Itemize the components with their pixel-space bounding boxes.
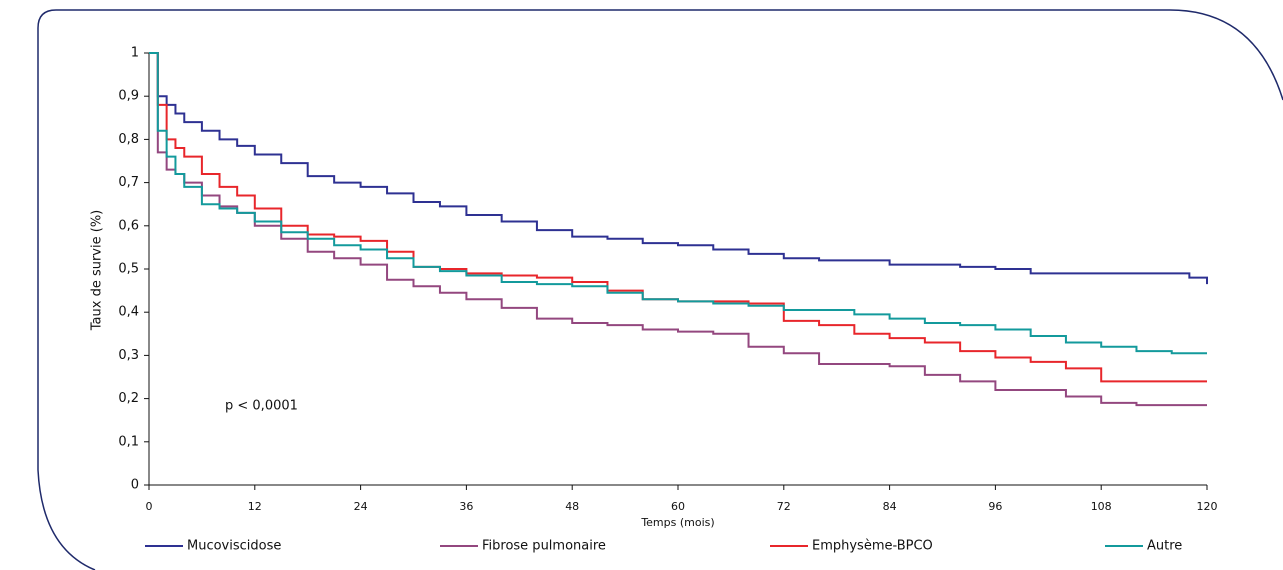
x-tick-label: 48	[565, 500, 579, 513]
annotation: p < 0,0001	[225, 399, 298, 414]
y-tick-label: 0,8	[118, 132, 139, 147]
y-tick-label: 1	[131, 46, 139, 61]
legend-label: Autre	[1147, 539, 1182, 554]
y-axis-label: Taux de survie (%)	[90, 210, 105, 332]
survival-curve	[149, 52, 1207, 383]
frame	[37, 9, 1283, 570]
survival-curve	[149, 52, 1208, 285]
x-tick-label: 84	[883, 500, 897, 513]
y-tick-label: 0,4	[118, 305, 139, 320]
y-tick-label: 0	[131, 478, 139, 493]
y-tick-label: 0,9	[118, 89, 139, 104]
legend-label: Emphysème-BPCO	[812, 539, 933, 554]
y-tick-label: 0,2	[118, 391, 139, 406]
x-tick-label: 24	[354, 500, 368, 513]
x-tick-label: 12	[248, 500, 262, 513]
y-tick-label: 0,3	[118, 348, 139, 363]
y-tick-label: 0,7	[118, 175, 139, 190]
y-tick-label: 0,5	[118, 262, 139, 277]
y-tick-label: 0,1	[118, 434, 139, 449]
x-tick-label: 0	[146, 500, 153, 513]
legend-label: Mucoviscidose	[187, 539, 281, 554]
legend-label: Fibrose pulmonaire	[482, 539, 606, 554]
x-tick-label: 60	[671, 500, 685, 513]
x-tick-label: 108	[1091, 500, 1112, 513]
y-tick-label: 0,6	[118, 218, 139, 233]
x-tick-label: 36	[459, 500, 473, 513]
x-tick-label: 120	[1197, 500, 1218, 513]
x-tick-label: 72	[777, 500, 791, 513]
survival-curve	[149, 52, 1207, 355]
x-axis-label: Temps (mois)	[640, 516, 714, 529]
x-tick-label: 96	[988, 500, 1002, 513]
